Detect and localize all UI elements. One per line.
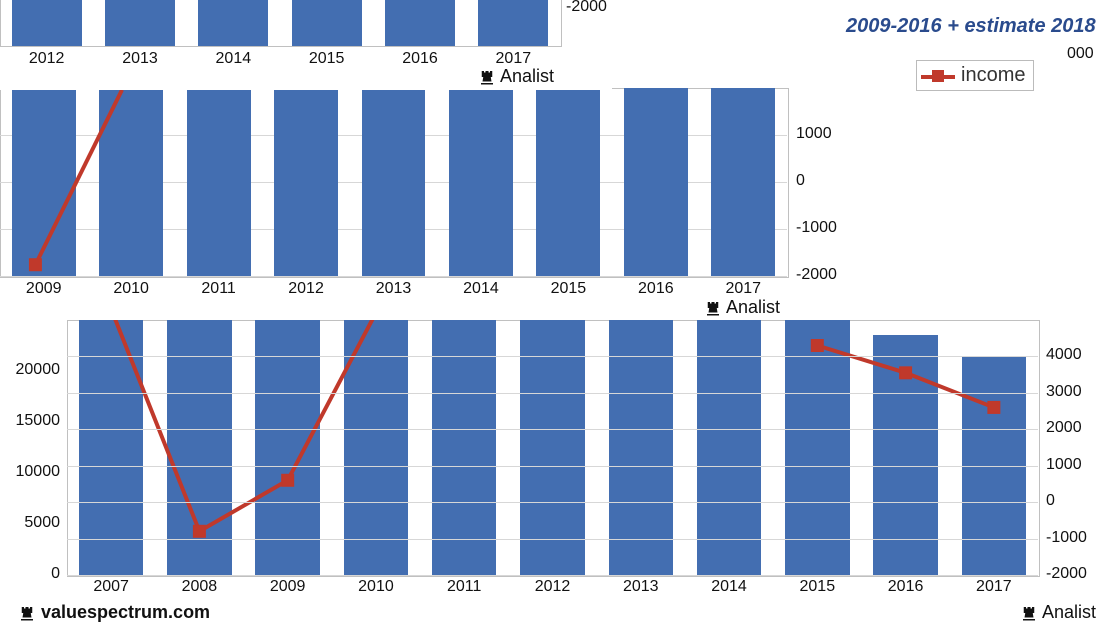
right-y-tick-label: 4000	[1046, 346, 1106, 364]
x-tick-label: 2009	[0, 280, 87, 298]
bar	[198, 0, 268, 46]
left-y-tick-label: 15000	[0, 412, 60, 430]
bar	[478, 0, 548, 46]
x-tick-label: 2015	[525, 280, 612, 298]
bottom-left-axis-labels: 0 5000 10000 15000 20000	[0, 320, 64, 580]
legend-marker-icon	[921, 67, 955, 85]
x-tick-label: 2014	[437, 280, 524, 298]
x-tick-label: 2015	[280, 50, 373, 68]
x-tick-label: 2013	[597, 578, 685, 596]
x-tick-label: 2013	[93, 50, 186, 68]
rook-icon	[18, 604, 36, 622]
analist-label: Analist	[500, 66, 554, 87]
x-tick-label: 2012	[0, 50, 93, 68]
x-tick-label: 2010	[87, 280, 174, 298]
analist-label: Analist	[726, 297, 780, 318]
title-right-tick: 000	[1067, 45, 1111, 63]
income-legend: income	[916, 60, 1034, 91]
bar	[292, 0, 362, 46]
x-tick-label: 2013	[350, 280, 437, 298]
analist-watermark-bottom: Analist	[1020, 602, 1096, 623]
bar	[105, 0, 175, 46]
valuespectrum-label: valuespectrum.com	[41, 602, 210, 623]
valuespectrum-watermark: valuespectrum.com	[18, 602, 210, 623]
right-y-tick-label: -1000	[1046, 529, 1106, 547]
bottom-gridlines	[67, 320, 1038, 575]
bottom-x-axis-labels: 2007200820092010201120122013201420152016…	[67, 578, 1038, 602]
top-bars	[0, 0, 560, 46]
x-tick-label: 2007	[67, 578, 155, 596]
left-y-tick-label: 10000	[0, 463, 60, 481]
x-tick-label: 2015	[773, 578, 861, 596]
x-tick-label: 2014	[187, 50, 280, 68]
legend-label: income	[961, 64, 1025, 87]
x-tick-label: 2011	[175, 280, 262, 298]
middle-x-axis-labels: 200920102011201220132014201520162017	[0, 280, 787, 304]
right-y-tick-label: 1000	[1046, 456, 1106, 474]
x-tick-label: 2014	[685, 578, 773, 596]
right-y-tick-label: 1000	[796, 125, 856, 143]
rook-icon	[704, 299, 722, 317]
chart-title-fragment: 2009-2016 + estimate 2018	[846, 15, 1096, 38]
right-y-tick-label: 3000	[1046, 383, 1106, 401]
bottom-right-axis-labels: -2000 -1000 0 1000 2000 3000 4000	[1042, 320, 1111, 580]
right-y-tick-label: 0	[796, 172, 856, 190]
top-x-axis-labels: 201220132014201520162017	[0, 50, 560, 72]
x-tick-label: 2011	[420, 578, 508, 596]
right-y-tick-label: -2000	[796, 266, 856, 284]
x-tick-label: 2012	[508, 578, 596, 596]
rook-icon	[478, 68, 496, 86]
bar	[12, 0, 82, 46]
x-tick-label: 2008	[155, 578, 243, 596]
right-y-tick-label: -1000	[796, 219, 856, 237]
middle-income-line	[0, 88, 787, 276]
x-tick-label: 2016	[861, 578, 949, 596]
left-y-tick-label: 5000	[0, 514, 60, 532]
analist-watermark-middle: Analist	[700, 297, 784, 318]
analist-label: Analist	[1042, 602, 1096, 623]
x-tick-label: 2017	[950, 578, 1038, 596]
x-tick-label: 2010	[332, 578, 420, 596]
top-right-tick: -2000	[566, 0, 626, 16]
bar	[385, 0, 455, 46]
x-tick-label: 2012	[262, 280, 349, 298]
left-y-tick-label: 20000	[0, 361, 60, 379]
right-y-tick-label: -2000	[1046, 565, 1106, 583]
x-tick-label: 2017	[700, 280, 787, 298]
left-y-tick-label: 0	[0, 565, 60, 583]
x-tick-label: 2009	[244, 578, 332, 596]
x-tick-label: 2016	[612, 280, 699, 298]
rook-icon	[1020, 604, 1038, 622]
x-tick-label: 2016	[373, 50, 466, 68]
right-y-tick-label: 0	[1046, 492, 1106, 510]
analist-watermark-top: Analist	[478, 66, 554, 87]
middle-right-axis-labels: -2000-100001000	[792, 88, 862, 278]
right-y-tick-label: 2000	[1046, 419, 1106, 437]
